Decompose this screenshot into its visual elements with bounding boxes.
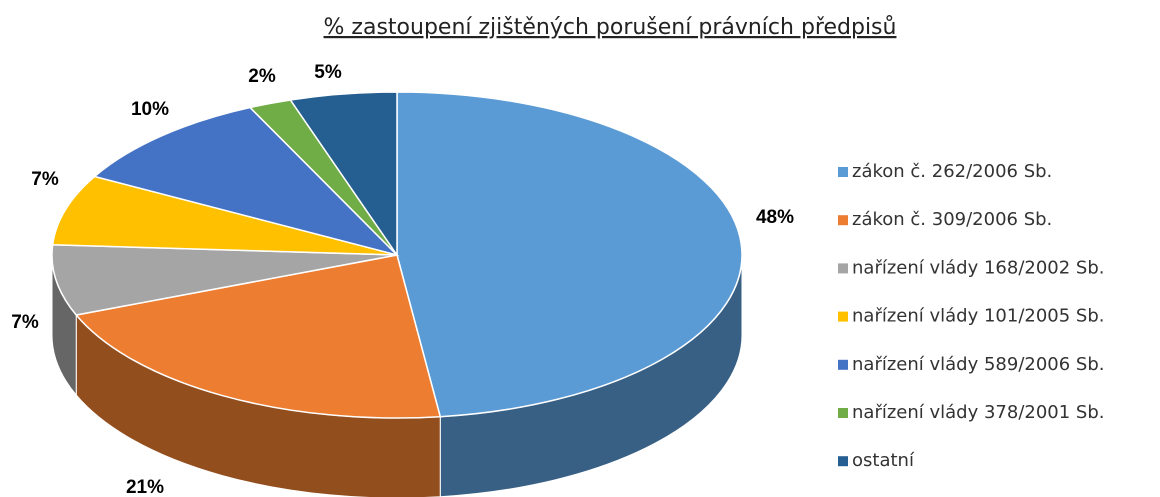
legend-swatch <box>838 456 848 467</box>
data-label: 21% <box>126 477 164 497</box>
legend-swatch <box>838 311 848 322</box>
legend-label: nařízení vlády 589/2006 Sb. <box>852 354 1105 375</box>
pie-slice <box>51 175 398 256</box>
data-label: 7% <box>11 312 39 333</box>
data-label: 2% <box>248 66 276 87</box>
legend-swatch <box>838 408 848 418</box>
pie-slice <box>396 91 743 418</box>
data-label: 48% <box>756 207 794 228</box>
legend-label: zákon č. 309/2006 Sb. <box>852 209 1052 230</box>
legend-label: nařízení vlády 101/2005 Sb. <box>852 306 1105 327</box>
legend-label: zákon č. 262/2006 Sb. <box>852 161 1052 182</box>
legend-label: nařízení vlády 168/2002 Sb. <box>852 257 1105 278</box>
legend-label: ostatní <box>852 450 915 471</box>
data-label: 10% <box>131 99 169 120</box>
pie-slice <box>51 243 398 316</box>
pie-slice <box>289 91 398 258</box>
legend-swatch <box>838 359 848 370</box>
pie-slice <box>74 254 442 419</box>
legend-label: nařízení vlády 378/2001 Sb. <box>852 402 1105 423</box>
chart-title: % zastoupení zjištěných porušení právníc… <box>324 15 897 40</box>
pie-slice <box>93 106 400 257</box>
legend-swatch <box>838 263 848 274</box>
data-label: 7% <box>31 169 59 190</box>
data-label: 5% <box>314 62 342 83</box>
legend-swatch <box>838 167 848 177</box>
legend-swatch <box>838 215 848 226</box>
